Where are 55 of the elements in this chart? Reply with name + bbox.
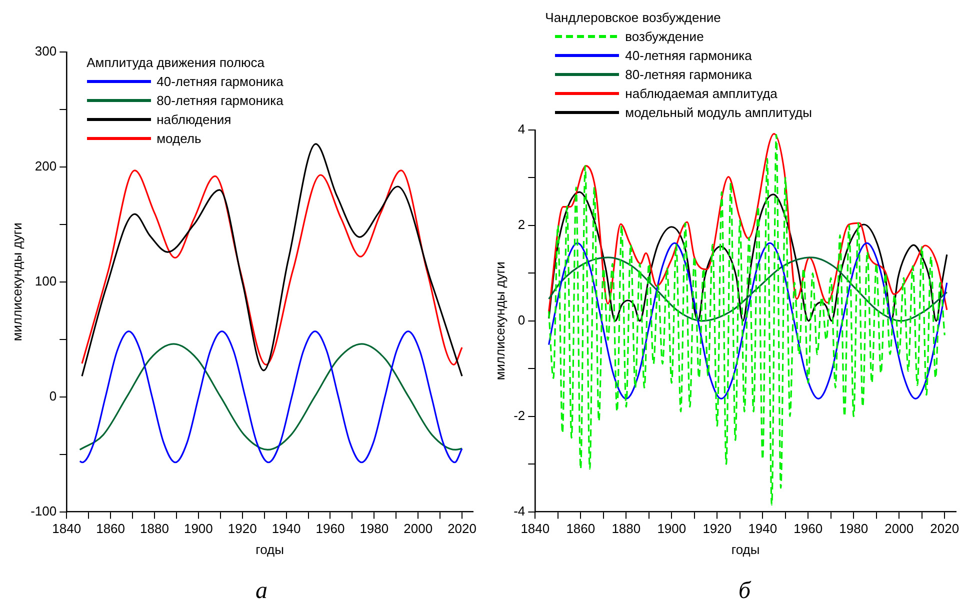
- line-series: [79, 343, 463, 451]
- x-tick-label: 2000: [884, 521, 914, 536]
- legend-label: модель: [156, 130, 202, 148]
- y-tick-label: 0: [518, 312, 526, 328]
- legend-title: Амплитуда движения полюса: [86, 54, 266, 72]
- x-tick-label: 1880: [140, 521, 169, 536]
- legend-label: модельный модуль амплитуды: [625, 104, 812, 122]
- text: б: [737, 578, 751, 604]
- x-tick-label: 1860: [566, 521, 596, 536]
- legend-label: возбуждение: [625, 28, 704, 46]
- x-axis-title: годы: [256, 542, 284, 557]
- y-tick-label: 2: [518, 217, 526, 232]
- x-tick-label: 1840: [520, 521, 550, 536]
- legend-label: наблюдения: [156, 111, 232, 129]
- line-series: [548, 256, 948, 322]
- y-tick-label: -2: [514, 408, 526, 423]
- x-tick-label: 1940: [272, 521, 301, 536]
- line-series: [548, 134, 946, 506]
- y-tick-label: 300: [34, 44, 57, 59]
- y-tick-label: 4: [518, 122, 526, 137]
- y-tick-label: -100: [30, 503, 57, 518]
- x-tick-label: 1860: [96, 521, 126, 536]
- x-tick-label: 1980: [360, 521, 389, 536]
- y-tick-label: -4: [514, 503, 526, 518]
- x-tick-label: 2020: [448, 521, 476, 536]
- y-axis-title: миллисекунды дуги: [492, 262, 508, 380]
- line-series: [79, 330, 463, 464]
- legend-label: 80-летняя гармоника: [156, 92, 284, 110]
- x-tick-label: 1900: [184, 521, 213, 536]
- legend-label: наблюдаемая амплитуда: [625, 85, 778, 103]
- y-tick-label: 200: [34, 158, 57, 174]
- legend-label: 40-летняя гармоника: [625, 47, 752, 65]
- x-tick-label: 1880: [612, 521, 641, 536]
- text: а: [254, 578, 268, 604]
- line-series: [548, 242, 948, 400]
- x-tick-label: 2020: [930, 521, 960, 536]
- line-series: [81, 170, 463, 366]
- y-axis-title: миллисекунды дуги: [9, 222, 24, 342]
- x-tick-label: 1840: [52, 521, 82, 536]
- y-tick-label: 100: [34, 273, 57, 288]
- x-tick-label: 1920: [702, 521, 732, 536]
- line-series: [548, 133, 948, 312]
- x-tick-label: 1980: [839, 521, 868, 536]
- x-tick-label: 1940: [748, 521, 778, 536]
- x-tick-label: 1960: [316, 521, 345, 536]
- legend-label: 80-летняя гармоника: [625, 66, 752, 84]
- line-series: [548, 191, 948, 322]
- legend-title: Чандлеровское возбуждение: [545, 9, 722, 27]
- y-tick-label: 0: [49, 388, 57, 404]
- x-tick-label: 1960: [794, 521, 823, 536]
- legend-label: 40-летняя гармоника: [156, 73, 284, 91]
- x-axis-title: годы: [731, 542, 760, 557]
- x-tick-label: 2000: [404, 521, 433, 536]
- x-tick-label: 1920: [228, 521, 257, 536]
- x-tick-label: 1900: [657, 521, 686, 536]
